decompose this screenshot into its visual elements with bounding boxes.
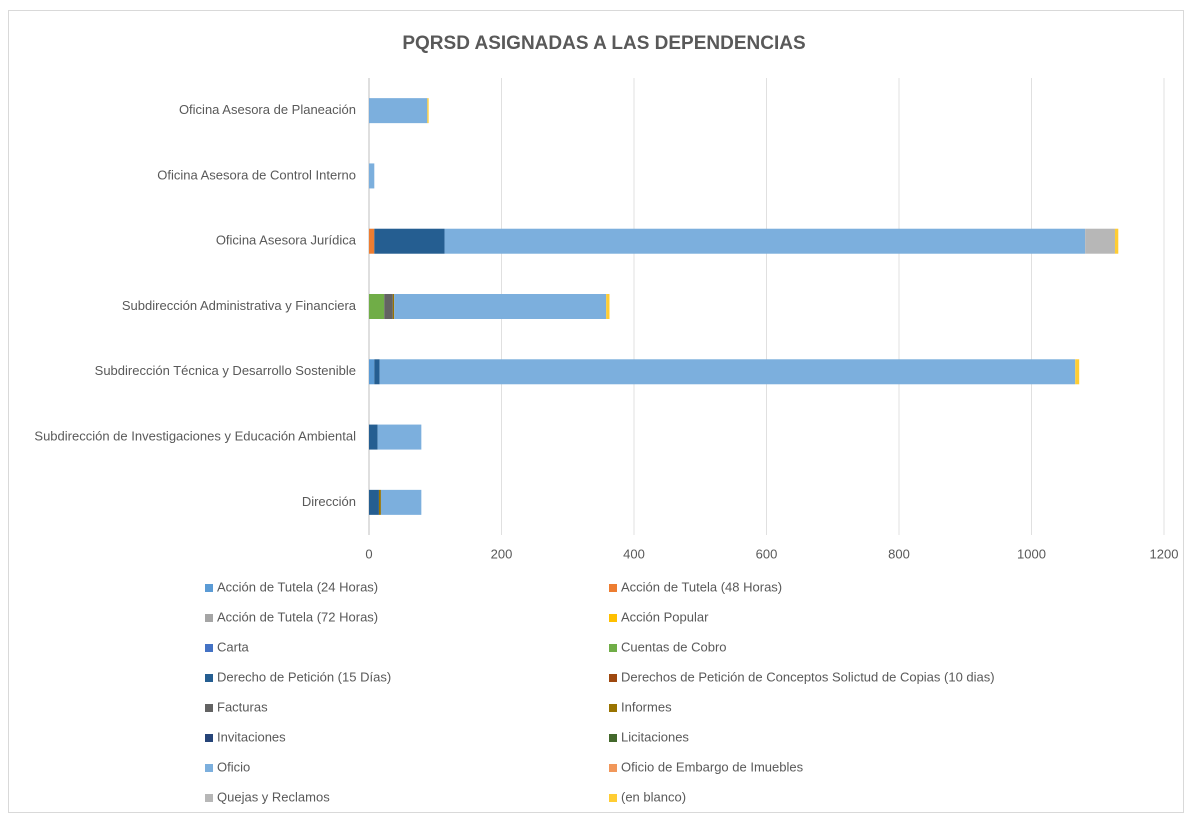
legend-label: Acción de Tutela (24 Horas) <box>217 579 378 594</box>
y-tick-label: Oficina Asesora de Control Interno <box>157 167 356 182</box>
bar-segment <box>378 489 381 515</box>
bar-segment <box>444 228 1086 254</box>
x-tick-label: 1200 <box>1150 546 1179 561</box>
legend-label: Derechos de Petición de Conceptos Solict… <box>621 669 995 684</box>
legend-swatch <box>609 734 617 742</box>
legend-swatch <box>609 644 617 652</box>
y-tick-label: Oficina Asesora Jurídica <box>216 233 357 248</box>
bar-segment <box>369 98 370 124</box>
bar-segment <box>369 359 375 385</box>
legend-label: Licitaciones <box>621 729 689 744</box>
y-tick-label: Subdirección Técnica y Desarrollo Sosten… <box>95 363 356 378</box>
bar-segment <box>374 228 445 254</box>
legend-swatch <box>205 794 213 802</box>
chart-border <box>8 10 1184 813</box>
bar-segment <box>606 294 610 319</box>
bar-segment <box>374 359 380 385</box>
legend-swatch <box>205 614 213 622</box>
legend-label: Acción de Tutela (48 Horas) <box>621 579 782 594</box>
legend-swatch <box>609 704 617 712</box>
legend-label: Oficio de Embargo de Imuebles <box>621 759 804 774</box>
legend-label: (en blanco) <box>621 789 686 804</box>
legend-swatch <box>205 644 213 652</box>
chart-title: PQRSD ASIGNADAS A LAS DEPENDENCIAS <box>402 33 805 54</box>
legend-swatch <box>609 764 617 772</box>
legend-label: Derecho de Petición (15 Días) <box>217 669 391 684</box>
bar-segment <box>392 294 395 319</box>
legend-swatch <box>609 584 617 592</box>
bar-segment <box>369 294 385 319</box>
legend-label: Acción de Tutela (72 Horas) <box>217 609 378 624</box>
bar-segment <box>1075 359 1080 385</box>
y-tick-label: Subdirección de Investigaciones y Educac… <box>34 429 356 444</box>
bar-segment <box>1085 228 1115 254</box>
legend-label: Acción Popular <box>621 609 709 624</box>
y-tick-label: Dirección <box>302 494 356 509</box>
x-tick-label: 600 <box>756 546 778 561</box>
legend-label: Quejas y Reclamos <box>217 789 330 804</box>
bar-segment <box>1114 228 1119 254</box>
legend-swatch <box>205 764 213 772</box>
legend-swatch <box>609 794 617 802</box>
bar-segment <box>377 424 422 450</box>
legend-swatch <box>205 584 213 592</box>
bar-segment <box>369 98 428 124</box>
x-tick-label: 0 <box>365 546 372 561</box>
legend-label: Cuentas de Cobro <box>621 639 727 654</box>
x-tick-label: 200 <box>491 546 513 561</box>
legend-label: Facturas <box>217 699 268 714</box>
bar-segment <box>369 489 379 515</box>
legend-swatch <box>205 674 213 682</box>
bar-segment <box>369 163 375 189</box>
bar-segment <box>394 294 607 319</box>
x-tick-label: 800 <box>888 546 910 561</box>
legend-swatch <box>609 614 617 622</box>
x-tick-label: 1000 <box>1017 546 1046 561</box>
bar-segment <box>380 489 422 515</box>
bar-segment <box>427 98 429 124</box>
legend-swatch <box>205 704 213 712</box>
bar-segment <box>379 359 1076 385</box>
legend-label: Carta <box>217 639 250 654</box>
bar-segment <box>369 424 378 450</box>
legend-swatch <box>205 734 213 742</box>
y-tick-label: Oficina Asesora de Planeación <box>179 102 356 117</box>
legend-label: Oficio <box>217 759 250 774</box>
legend-swatch <box>609 674 617 682</box>
bar-segment <box>384 294 393 319</box>
x-tick-label: 400 <box>623 546 645 561</box>
legend-label: Informes <box>621 699 672 714</box>
y-tick-label: Subdirección Administrativa y Financiera <box>122 298 357 313</box>
bar-segment <box>369 228 375 254</box>
legend-label: Invitaciones <box>217 729 286 744</box>
